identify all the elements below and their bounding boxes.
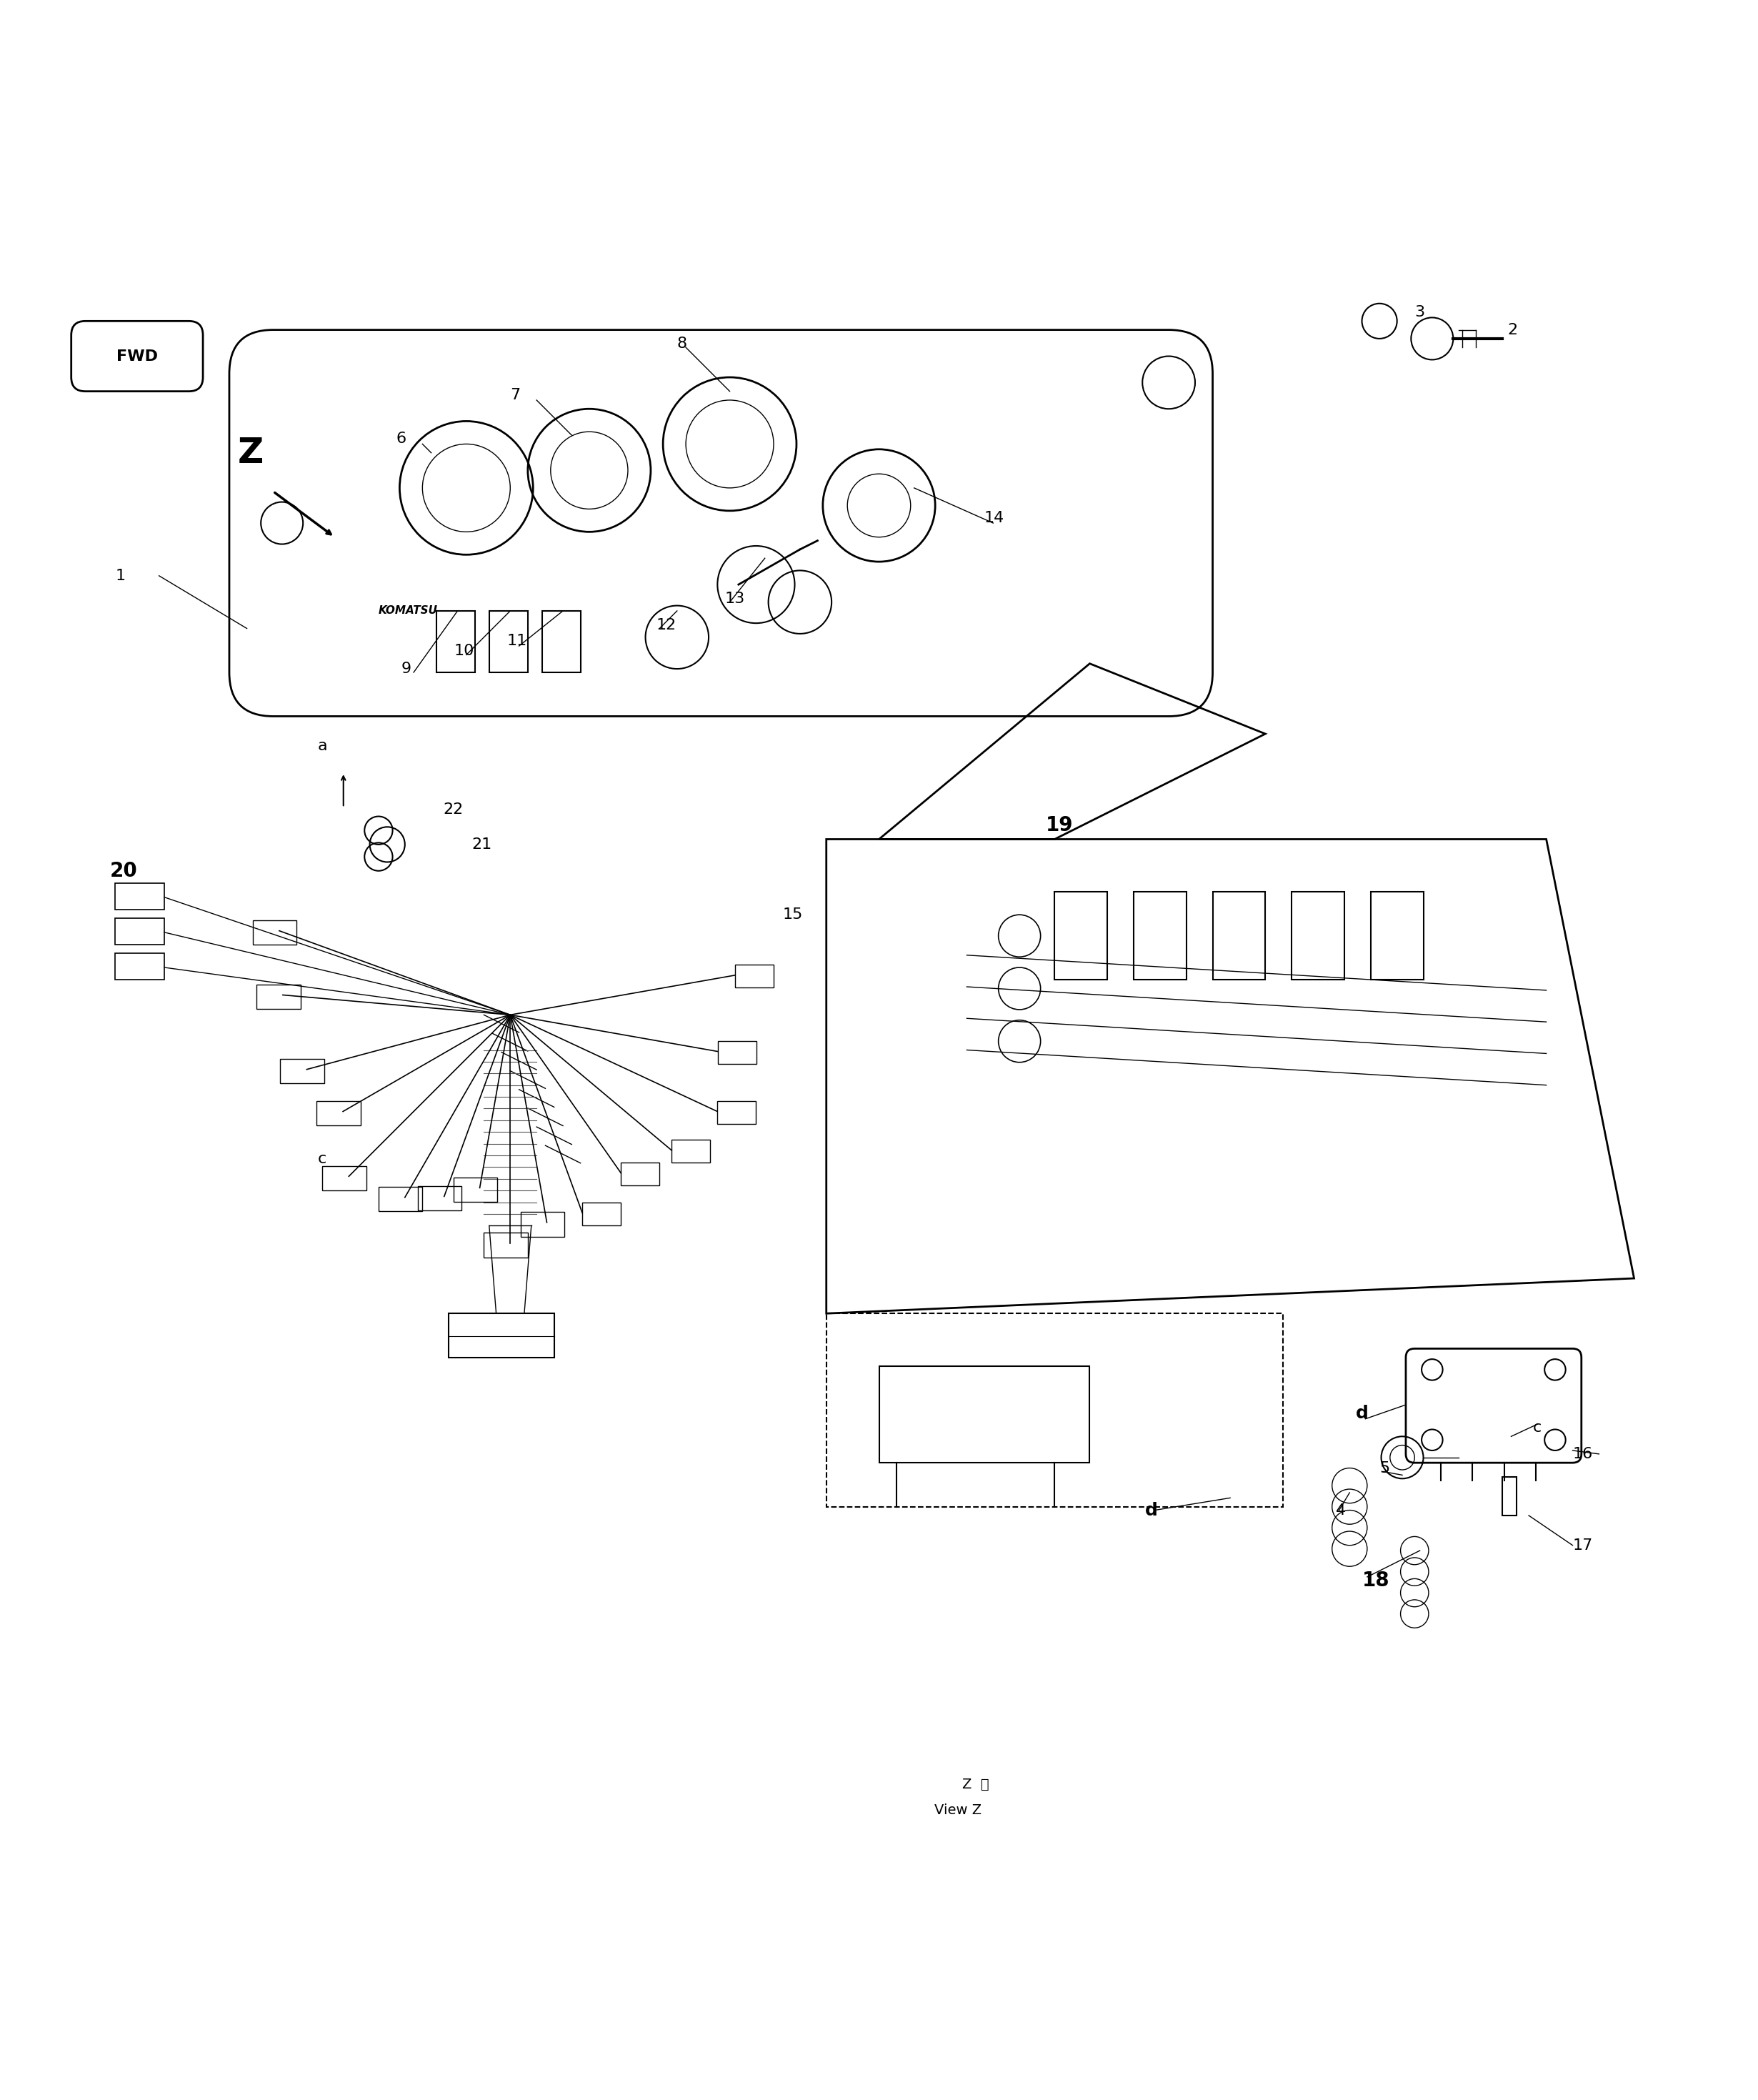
Bar — [257, 985, 301, 1008]
Text: 4: 4 — [1336, 1504, 1345, 1518]
Bar — [541, 611, 580, 672]
Bar — [253, 920, 297, 945]
Text: 8: 8 — [677, 336, 687, 351]
Text: 17: 17 — [1573, 1537, 1593, 1552]
Text: c: c — [318, 1151, 327, 1166]
Bar — [879, 1367, 1090, 1464]
Bar — [114, 884, 163, 909]
Bar — [735, 964, 774, 987]
Text: c: c — [1533, 1420, 1542, 1434]
Text: d: d — [1355, 1405, 1368, 1422]
Bar — [582, 1203, 621, 1224]
Bar — [717, 1042, 756, 1065]
Text: 20: 20 — [109, 861, 137, 880]
Bar — [621, 1163, 659, 1184]
Bar — [454, 1178, 498, 1201]
Bar — [1213, 892, 1266, 981]
Bar — [717, 1100, 756, 1124]
Text: 16: 16 — [1573, 1447, 1593, 1462]
Bar — [489, 611, 527, 672]
Bar — [448, 1312, 554, 1357]
Text: 13: 13 — [724, 592, 745, 605]
Bar — [316, 1100, 360, 1126]
Bar — [1292, 892, 1345, 981]
Text: 1: 1 — [114, 569, 125, 584]
Bar — [114, 918, 163, 945]
Text: 6: 6 — [396, 433, 406, 445]
Text: 5: 5 — [1380, 1462, 1389, 1474]
Text: Z  視: Z 視 — [962, 1777, 990, 1791]
Bar — [520, 1212, 564, 1237]
Text: FWD: FWD — [116, 349, 158, 363]
Text: 14: 14 — [984, 510, 1004, 525]
Text: 7: 7 — [510, 388, 520, 401]
Bar — [418, 1186, 462, 1210]
Text: 21: 21 — [471, 838, 492, 853]
Bar — [1503, 1476, 1517, 1516]
Text: 19: 19 — [1046, 815, 1074, 836]
Text: 18: 18 — [1362, 1571, 1389, 1590]
Text: d: d — [1144, 1501, 1157, 1518]
Text: 9: 9 — [401, 662, 411, 676]
Text: 11: 11 — [506, 634, 527, 649]
Text: KOMATSU: KOMATSU — [378, 605, 438, 615]
Bar — [280, 1058, 323, 1084]
Text: 22: 22 — [443, 802, 464, 817]
Text: 10: 10 — [454, 645, 475, 659]
Bar — [378, 1186, 422, 1212]
Bar — [322, 1166, 366, 1191]
Text: 15: 15 — [782, 907, 803, 922]
Text: Z: Z — [237, 437, 264, 470]
Text: 2: 2 — [1508, 323, 1517, 336]
Text: View Z: View Z — [935, 1804, 981, 1816]
Bar — [1055, 892, 1108, 981]
Text: 3: 3 — [1415, 304, 1424, 319]
Bar — [1134, 892, 1187, 981]
Bar — [483, 1233, 527, 1258]
Bar — [114, 953, 163, 981]
Bar — [672, 1140, 710, 1163]
Text: a: a — [318, 739, 327, 754]
Bar — [436, 611, 475, 672]
Text: 12: 12 — [656, 617, 677, 632]
Bar — [1371, 892, 1424, 981]
